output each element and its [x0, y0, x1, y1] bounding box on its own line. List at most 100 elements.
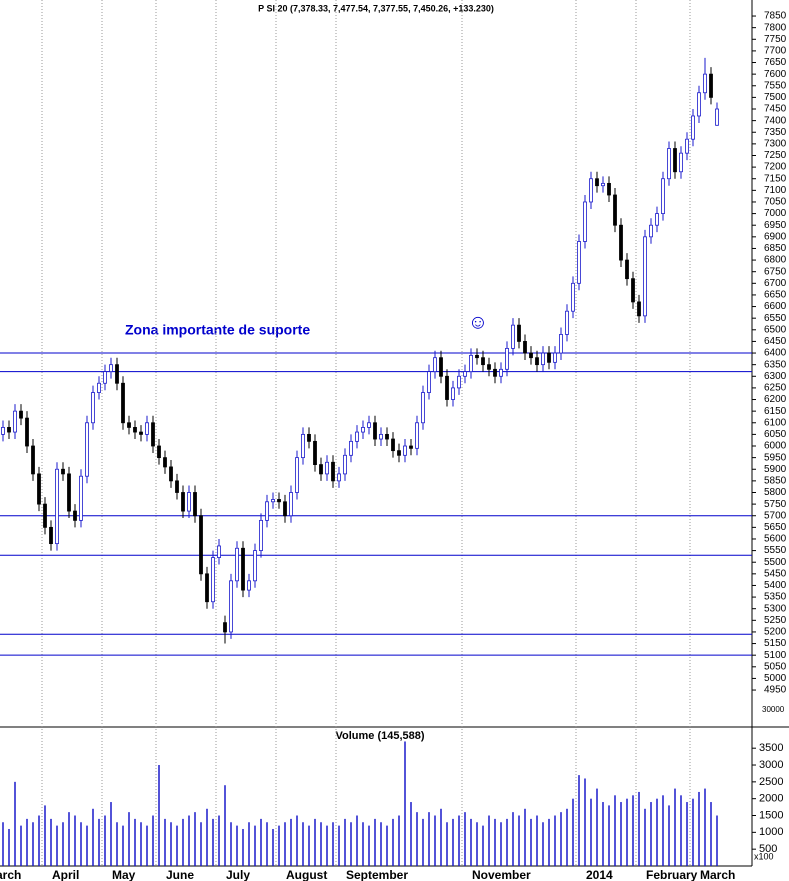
- volume-bar: [236, 825, 238, 866]
- volume-bar: [446, 822, 448, 866]
- volume-bar: [518, 815, 520, 866]
- volume-bar: [500, 822, 502, 866]
- volume-bar: [602, 802, 604, 866]
- volume-bar: [68, 812, 70, 866]
- volume-bar: [164, 818, 166, 866]
- volume-bar: [404, 741, 406, 866]
- volume-bar: [320, 822, 322, 866]
- candle-body: [385, 433, 389, 440]
- candle-body: [127, 422, 131, 428]
- y-tick-label: 4950: [764, 685, 787, 696]
- candle-body: [175, 480, 179, 493]
- volume-tick-label: 500: [759, 843, 777, 855]
- candle-body: [1, 427, 5, 435]
- volume-bar: [698, 791, 700, 866]
- y-tick-label: 5950: [764, 452, 787, 463]
- volume-bar: [98, 818, 100, 866]
- candle-body: [253, 550, 257, 582]
- candle-body: [319, 464, 323, 475]
- volume-tick-label: 3500: [759, 742, 783, 754]
- volume-bar: [338, 825, 340, 866]
- volume-bar: [44, 805, 46, 866]
- candle-body: [217, 545, 221, 558]
- candle-body: [139, 431, 143, 435]
- candle-body: [547, 352, 551, 363]
- y-tick-label: 6500: [764, 324, 787, 335]
- volume-bar: [554, 815, 556, 866]
- candle-body: [661, 178, 665, 214]
- volume-bar: [302, 822, 304, 866]
- candle-body: [115, 364, 119, 384]
- volume-bar: [668, 805, 670, 866]
- candle-body: [259, 519, 263, 551]
- candle-body: [415, 422, 419, 449]
- candle-body: [613, 194, 617, 226]
- candle-body: [691, 115, 695, 140]
- y-tick-label: 7450: [764, 104, 787, 115]
- volume-bar: [188, 815, 190, 866]
- candle-body: [205, 573, 209, 603]
- candle-body: [541, 352, 545, 366]
- candle-body: [343, 454, 347, 475]
- volume-bar: [62, 822, 64, 866]
- y-tick-label: 7300: [764, 139, 787, 150]
- volume-bar: [104, 815, 106, 866]
- y-tick-label: 5750: [764, 499, 787, 510]
- volume-bar: [278, 825, 280, 866]
- volume-bar: [470, 818, 472, 866]
- candle-body: [475, 354, 479, 359]
- x-tick-label: March: [700, 868, 735, 881]
- volume-bar: [140, 822, 142, 866]
- volume-bar: [542, 822, 544, 866]
- volume-tick-label: 1000: [759, 826, 783, 838]
- y-tick-label: 5300: [764, 603, 787, 614]
- volume-bar: [614, 795, 616, 866]
- volume-bar: [710, 802, 712, 866]
- volume-bar: [74, 815, 76, 866]
- y-tick-label: 5200: [764, 627, 787, 638]
- candle-body: [211, 557, 215, 603]
- y-tick-label: 7400: [764, 115, 787, 126]
- candle-body: [229, 580, 233, 633]
- candle-body: [499, 368, 503, 377]
- candle-body: [565, 310, 569, 335]
- y-tick-label: 5000: [764, 673, 787, 684]
- y-tick-label: 7800: [764, 22, 787, 33]
- volume-bar: [194, 812, 196, 866]
- x-tick-label: September: [346, 868, 408, 881]
- candle-body: [625, 259, 629, 280]
- y-tick-label: 6000: [764, 441, 787, 452]
- volume-bar: [80, 822, 82, 866]
- candle-body: [355, 431, 359, 442]
- y-tick-label: 7350: [764, 127, 787, 138]
- volume-bar: [92, 808, 94, 866]
- volume-bar: [122, 825, 124, 866]
- volume-bar: [326, 825, 328, 866]
- y-tick-label: 5850: [764, 476, 787, 487]
- chart-title: P SI 20 (7,378.33, 7,477.54, 7,377.55, 7…: [258, 3, 494, 13]
- y-tick-label: 6150: [764, 406, 787, 417]
- candle-body: [91, 392, 95, 424]
- candle-body: [325, 461, 329, 475]
- volume-bar: [56, 825, 58, 866]
- candle-body: [25, 417, 29, 447]
- volume-bar: [86, 825, 88, 866]
- volume-bar: [266, 822, 268, 866]
- volume-bar: [482, 825, 484, 866]
- y-tick-label: 6950: [764, 220, 787, 231]
- volume-bar: [272, 828, 274, 866]
- volume-bar: [356, 815, 358, 866]
- candle-body: [631, 278, 635, 303]
- volume-bar: [392, 818, 394, 866]
- x-tick-label: November: [472, 868, 531, 881]
- y-tick-label: 7750: [764, 34, 787, 45]
- candle-body: [403, 445, 407, 456]
- candle-body: [439, 357, 443, 377]
- x-tick-label: 2014: [586, 868, 613, 881]
- candle-body: [649, 224, 653, 238]
- volume-bar: [14, 781, 16, 866]
- candle-body: [463, 371, 467, 377]
- candle-body: [277, 499, 281, 503]
- volume-bar: [644, 808, 646, 866]
- volume-bar: [464, 812, 466, 866]
